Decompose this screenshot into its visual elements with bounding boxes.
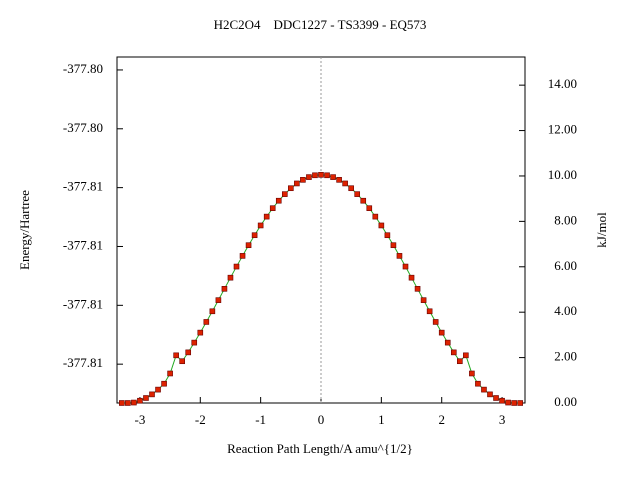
data-point [444, 339, 451, 346]
x-tick-label: -3 [135, 412, 146, 427]
data-point [414, 286, 421, 292]
data-point [336, 177, 342, 183]
data-point [125, 400, 131, 406]
data-point [161, 380, 167, 387]
data-point [438, 329, 445, 336]
data-point [245, 242, 252, 249]
y-tick-label: -377.80 [63, 61, 103, 76]
data-point [306, 174, 312, 180]
data-point [324, 172, 330, 179]
data-point [481, 386, 487, 393]
data-point [167, 370, 173, 377]
data-point [505, 399, 511, 406]
data-point [137, 397, 143, 404]
data-point [330, 174, 336, 180]
data-point [197, 329, 204, 336]
data-point [396, 253, 403, 259]
x-tick-label: -1 [255, 412, 266, 427]
data-point [450, 349, 457, 356]
y2-tick-label: 4.00 [554, 303, 577, 318]
y-tick-label: -377.81 [63, 179, 103, 194]
y-tick-label: -377.81 [63, 355, 103, 370]
data-point [233, 263, 240, 270]
y2-tick-label: 6.00 [554, 258, 577, 273]
data-point [384, 232, 391, 239]
data-point [372, 213, 379, 220]
data-point [348, 185, 354, 192]
data-point [457, 358, 463, 365]
data-point [275, 197, 282, 204]
data-point [366, 205, 373, 212]
data-point [517, 400, 523, 406]
data-point [300, 177, 306, 183]
data-point [203, 319, 210, 325]
data-point [463, 352, 469, 359]
data-point [426, 308, 433, 315]
data-point [191, 339, 198, 346]
data-point [390, 242, 397, 249]
y2-tick-label: 8.00 [554, 212, 577, 227]
data-point [487, 391, 493, 398]
x-axis-label: Reaction Path Length/A amu^{1/2} [227, 441, 413, 456]
data-point [179, 358, 185, 365]
data-point [342, 180, 348, 187]
data-point [475, 380, 481, 387]
data-point [239, 253, 246, 259]
data-point [288, 185, 294, 192]
data-point [227, 274, 234, 281]
y-axis-label: Energy/Hartree [17, 190, 32, 270]
data-point [493, 395, 499, 401]
data-point [185, 349, 192, 356]
data-point [360, 197, 367, 204]
x-tick-label: 2 [438, 412, 445, 427]
y-tick-label: -377.81 [63, 296, 103, 311]
y2-axis-label: kJ/mol [594, 212, 609, 248]
data-point [318, 172, 324, 178]
data-point [408, 274, 415, 281]
data-point [420, 297, 427, 303]
y2-tick-label: 10.00 [548, 167, 577, 182]
data-point [173, 352, 179, 359]
data-point [312, 172, 318, 179]
data-point [149, 391, 155, 398]
data-point [432, 319, 439, 325]
data-point [402, 263, 409, 270]
data-point [257, 222, 264, 229]
data-point [119, 400, 125, 406]
y2-tick-label: 0.00 [554, 394, 577, 409]
data-point [209, 308, 216, 315]
data-point [469, 370, 475, 377]
data-point [131, 399, 137, 406]
x-tick-label: 0 [318, 412, 325, 427]
y2-tick-label: 12.00 [548, 122, 577, 137]
data-point [511, 400, 517, 406]
data-point [281, 191, 288, 197]
data-point [215, 297, 222, 303]
data-point [155, 386, 161, 393]
chart-title: H2C2O4 DDC1227 - TS3399 - EQ573 [214, 17, 427, 32]
y2-tick-label: 14.00 [548, 76, 577, 91]
y-tick-label: -377.81 [63, 237, 103, 252]
data-point [263, 213, 270, 220]
data-point [294, 180, 300, 187]
data-point [499, 397, 505, 404]
y-tick-label: -377.80 [63, 120, 103, 135]
x-tick-label: -2 [195, 412, 206, 427]
x-tick-label: 3 [499, 412, 506, 427]
x-tick-label: 1 [378, 412, 385, 427]
data-point [251, 232, 258, 239]
data-point [269, 205, 276, 212]
data-point [221, 286, 228, 292]
y2-tick-label: 2.00 [554, 349, 577, 364]
data-point [143, 395, 149, 401]
data-point [354, 191, 361, 197]
data-point [378, 222, 385, 229]
